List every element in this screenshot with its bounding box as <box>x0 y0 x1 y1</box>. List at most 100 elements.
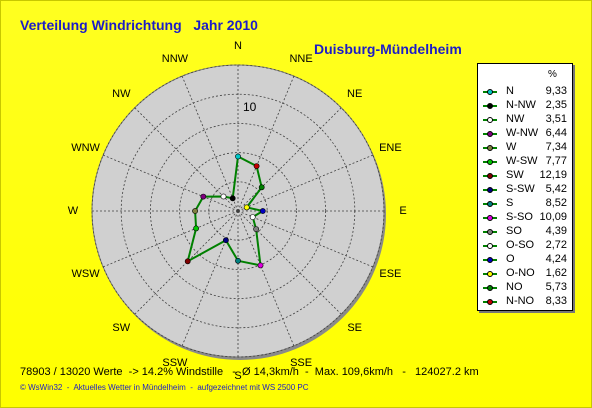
grid-spoke <box>237 75 295 212</box>
legend-value: 5,73 <box>545 281 567 293</box>
legend-marker <box>487 257 493 263</box>
legend-value: 2,72 <box>545 239 567 251</box>
legend-value: 9,33 <box>545 85 567 97</box>
legend-item-s-sw: S-SW 5,42 <box>478 182 572 197</box>
legend-marker <box>487 173 493 179</box>
legend-marker <box>487 243 493 249</box>
legend-item-w-sw: W-SW 7,77 <box>478 154 572 169</box>
station-name: Duisburg-Mündelheim <box>314 41 462 57</box>
legend-item-o-no: O-NO 1,62 <box>478 266 572 281</box>
legend-label: N-NW <box>506 99 536 111</box>
direction-label-wsw: WSW <box>71 268 100 281</box>
direction-label-nne: NNE <box>289 52 313 65</box>
legend-label: W-SW <box>506 155 538 167</box>
grid-ring <box>149 123 326 299</box>
data-point-nw <box>220 193 227 200</box>
legend-label: S <box>506 197 514 209</box>
direction-label-wnw: WNW <box>71 141 100 154</box>
chart-title: Verteilung Windrichtung Jahr 2010 <box>20 17 258 33</box>
legend-label: W-NW <box>506 127 539 139</box>
direction-label-e: E <box>399 205 407 217</box>
legend-item-w-nw: W-NW 6,44 <box>478 126 572 141</box>
legend-marker <box>487 215 493 221</box>
legend-item-s: S 8,52 <box>478 196 572 211</box>
legend-value: 1,62 <box>545 267 567 279</box>
legend-item-sw: SW 12,19 <box>478 168 572 183</box>
legend-label: NW <box>506 113 525 125</box>
legend-label: S-SW <box>506 183 535 195</box>
direction-label-ne: NE <box>347 88 363 101</box>
legend: % N 9,33 N-NW 2,35 NW 3,51 W-NW 6,44 W 7,34 W-SW 7,… <box>477 63 573 311</box>
data-point-n-nw <box>229 195 236 202</box>
direction-label-sw: SW <box>112 321 131 334</box>
grid-spoke <box>102 154 239 212</box>
legend-marker <box>487 187 493 193</box>
legend-item-w: W 7,34 <box>478 140 572 155</box>
data-point-s <box>235 257 241 264</box>
legend-item-o-so: O-SO 2,72 <box>478 238 572 253</box>
legend-value: 7,34 <box>545 141 567 153</box>
legend-label: N-NO <box>506 295 535 307</box>
legend-item-s-so: S-SO 10,09 <box>478 210 572 225</box>
legend-label: O-NO <box>506 267 535 279</box>
grid-spoke <box>237 210 374 268</box>
data-point-o-no <box>243 204 250 211</box>
legend-value: 3,51 <box>545 113 567 125</box>
legend-marker <box>487 285 493 291</box>
direction-label-nnw: NNW <box>161 52 189 65</box>
grid-spoke <box>181 210 239 347</box>
data-point-so <box>253 226 259 232</box>
data-point-s-sw <box>222 237 229 244</box>
legend-marker <box>487 103 493 109</box>
legend-value: 4,39 <box>545 225 567 237</box>
legend-label: SW <box>506 169 524 181</box>
grid-spoke <box>102 210 239 268</box>
legend-item-n-no: N-NO 8,33 <box>478 294 572 309</box>
legend-value: 7,77 <box>545 155 567 167</box>
legend-value: 12,19 <box>539 169 567 181</box>
legend-value: 10,09 <box>539 211 567 223</box>
legend-value: 8,33 <box>545 295 567 307</box>
legend-label: SO <box>506 225 522 237</box>
legend-marker <box>487 131 493 137</box>
direction-label-n: N <box>234 40 242 52</box>
legend-item-nw: NW 3,51 <box>478 112 572 127</box>
legend-value: 5,42 <box>545 183 567 195</box>
legend-marker <box>487 117 493 123</box>
grid-spoke <box>181 75 239 212</box>
legend-item-n-nw: N-NW 2,35 <box>478 98 572 113</box>
data-point-w-sw <box>193 225 199 232</box>
legend-value: 4,24 <box>545 253 567 265</box>
data-point-w <box>192 208 198 214</box>
legend-header: % <box>548 69 557 80</box>
grid-spoke <box>237 210 295 347</box>
credit-line: © WsWin32 - Aktuelles Wetter in Mündelhe… <box>20 383 309 392</box>
statistics-footer: 78903 / 13020 Werte -> 14.2% Windstille … <box>20 366 479 378</box>
data-point-o-so <box>249 214 256 220</box>
direction-label-sse: SSE <box>290 357 313 370</box>
legend-label: N <box>506 85 514 97</box>
data-point-no <box>258 184 265 191</box>
grid-ring <box>179 152 297 270</box>
legend-label: O-SO <box>506 239 535 251</box>
direction-label-se: SE <box>347 321 363 334</box>
data-point-n <box>235 153 241 160</box>
legend-label: S-SO <box>506 211 533 223</box>
legend-value: 2,35 <box>545 99 567 111</box>
legend-label: NO <box>506 281 523 293</box>
direction-label-ssw: SSW <box>162 357 188 370</box>
legend-marker <box>487 159 493 165</box>
direction-label-s: S <box>234 370 242 382</box>
ring-label: 10 <box>243 100 257 114</box>
data-point-w-nw <box>200 193 207 200</box>
legend-item-n: N 9,33 <box>478 84 572 99</box>
legend-item-no: NO 5,73 <box>478 280 572 295</box>
legend-item-so: SO 4,39 <box>478 224 572 239</box>
data-point-sw <box>184 258 191 265</box>
data-point-s-so <box>257 262 264 269</box>
legend-value: 6,44 <box>545 127 567 139</box>
legend-item-o: O 4,24 <box>478 252 572 267</box>
data-point-o <box>259 208 266 214</box>
legend-marker <box>487 145 493 151</box>
